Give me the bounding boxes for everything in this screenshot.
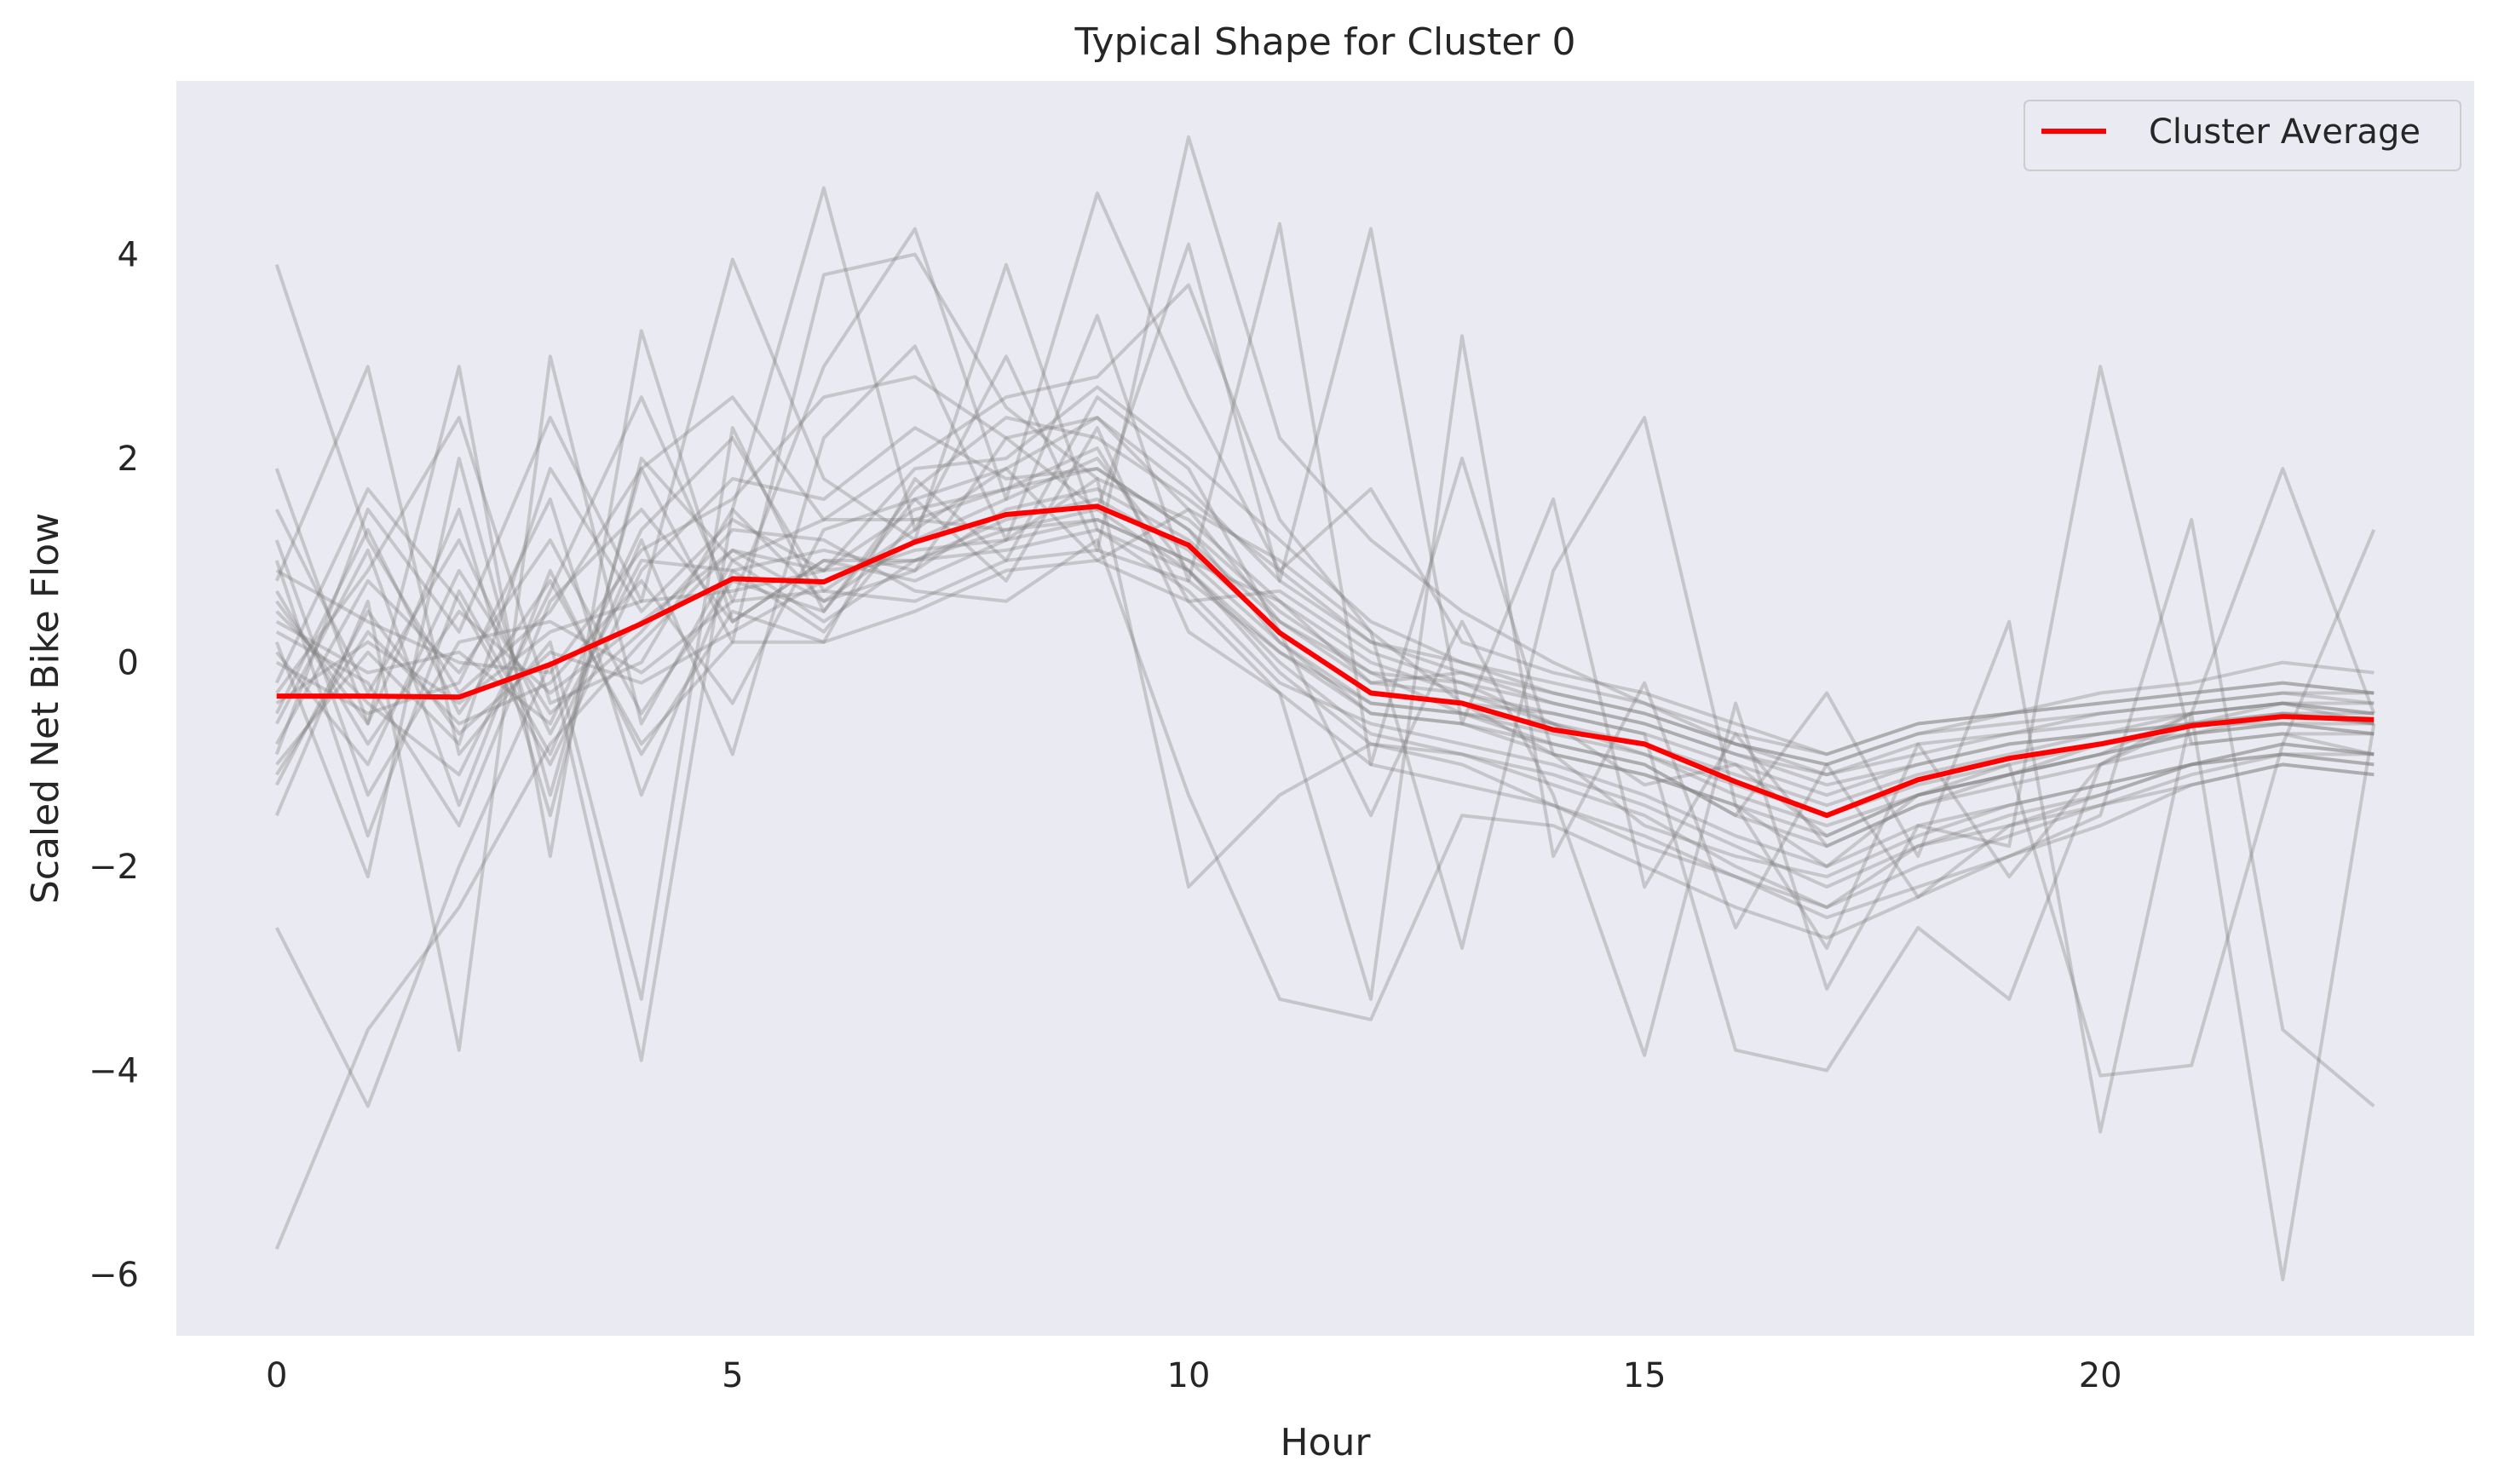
- member-line-15: [274, 467, 2376, 1073]
- member-line-16: [275, 518, 2376, 1282]
- member-line-9: [275, 135, 2375, 777]
- y-tick-label-2: −2: [89, 848, 139, 887]
- member-line-21: [275, 508, 2375, 869]
- member-line-23: [274, 539, 2375, 838]
- member-line-12: [275, 334, 2375, 1001]
- member-line-8: [275, 191, 2375, 787]
- member-line-14: [274, 365, 2375, 1057]
- member-line-1: [274, 467, 2375, 1250]
- member-line-24: [275, 385, 2375, 767]
- member-line-13: [275, 416, 2375, 950]
- x-tick-label-0: 0: [266, 1356, 287, 1395]
- member-line-19: [275, 527, 2375, 1021]
- y-tick-label-4: 2: [118, 440, 139, 479]
- cluster-average-line: [276, 503, 2375, 819]
- x-ticks: 0 5 10 15 20: [266, 1356, 2122, 1395]
- member-line-27: [275, 375, 2375, 756]
- chart-title: Typical Shape for Cluster 0: [1074, 20, 1576, 64]
- member-line-2: [274, 457, 2375, 1108]
- x-tick-label-15: 15: [1623, 1356, 1667, 1395]
- y-ticks: −6 −4 −2 0 2 4: [89, 236, 139, 1296]
- member-line-18: [274, 477, 2375, 1108]
- average-line-group: [276, 503, 2375, 819]
- member-line-0: [274, 263, 2375, 869]
- member-line-7: [274, 257, 2375, 828]
- member-line-6: [274, 252, 2375, 879]
- member-line-3: [274, 329, 2375, 859]
- x-tick-label-5: 5: [722, 1356, 743, 1395]
- member-line-11: [275, 227, 2375, 889]
- x-tick-label-20: 20: [2079, 1356, 2122, 1395]
- member-line-25: [275, 457, 2375, 889]
- y-tick-label-1: −4: [89, 1052, 139, 1091]
- member-line-4: [274, 365, 2375, 1001]
- member-line-20: [274, 416, 2375, 756]
- member-line-26: [274, 527, 2375, 909]
- y-tick-label-0: −6: [89, 1256, 139, 1295]
- member-lines: [274, 135, 2376, 1282]
- y-tick-label-5: 4: [118, 236, 139, 275]
- y-axis-label: Scaled Net Bike Flow: [24, 513, 67, 904]
- y-tick-label-3: 0: [118, 644, 139, 683]
- member-line-17: [274, 446, 2376, 1078]
- x-tick-label-10: 10: [1167, 1356, 1211, 1395]
- member-line-22: [274, 426, 2375, 777]
- legend-box: [2024, 100, 2461, 171]
- x-axis-label: Hour: [1281, 1421, 1372, 1464]
- legend: Cluster Average: [2024, 100, 2461, 171]
- legend-label-cluster-average: Cluster Average: [2149, 112, 2421, 152]
- chart-background: [176, 81, 2474, 1336]
- member-line-10: [274, 221, 2375, 879]
